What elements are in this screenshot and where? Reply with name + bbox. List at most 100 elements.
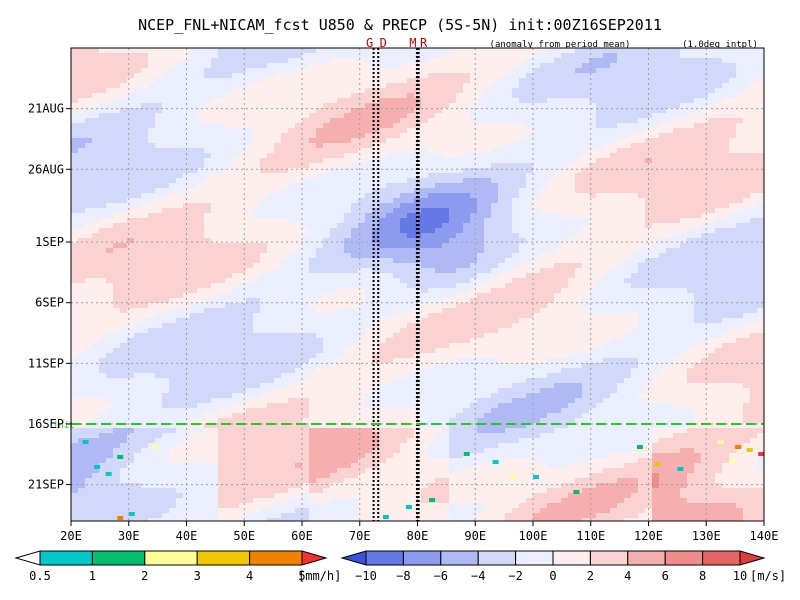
u850-cell — [687, 83, 694, 88]
u850-cell — [281, 168, 288, 173]
u850-cell — [197, 93, 204, 98]
u850-cell — [526, 103, 533, 108]
u850-cell — [603, 113, 610, 118]
u850-cell — [323, 168, 330, 173]
u850-cell — [113, 103, 120, 108]
u850-cell — [666, 248, 673, 253]
u850-cell — [274, 128, 281, 133]
u850-cell — [743, 83, 750, 88]
u850-cell — [596, 233, 603, 238]
u850-cell — [204, 53, 211, 58]
u850-cell — [701, 223, 708, 228]
u850-cell — [155, 88, 162, 93]
u850-cell — [722, 183, 729, 188]
u850-cell — [582, 253, 589, 258]
u850-cell — [204, 158, 211, 163]
u850-cell — [603, 273, 610, 278]
u850-cell — [456, 193, 463, 198]
u850-cell — [715, 223, 722, 228]
u850-cell — [162, 68, 169, 73]
u850-cell — [134, 113, 141, 118]
u850-cell — [253, 208, 260, 213]
u850-cell — [120, 83, 127, 88]
u850-cell — [680, 278, 687, 283]
u850-cell — [295, 83, 302, 88]
u850-cell — [463, 48, 470, 53]
u850-cell — [197, 193, 204, 198]
u850-cell — [127, 213, 134, 218]
u850-cell — [246, 278, 253, 283]
u850-cell — [386, 278, 393, 283]
u850-cell — [288, 258, 295, 263]
u850-cell — [680, 293, 687, 298]
u850-cell — [148, 228, 155, 233]
u850-cell — [666, 178, 673, 183]
u850-cell — [239, 88, 246, 93]
u850-cell — [547, 178, 554, 183]
u850-cell — [274, 68, 281, 73]
u850-cell — [239, 293, 246, 298]
u850-cell — [624, 133, 631, 138]
u850-cell — [617, 243, 624, 248]
u850-cell — [232, 118, 239, 123]
u850-cell — [393, 138, 400, 143]
u850-cell — [176, 163, 183, 168]
u850-cell — [435, 83, 442, 88]
u850-cell — [491, 248, 498, 253]
u850-cell — [239, 253, 246, 258]
u850-cell — [652, 243, 659, 248]
u850-cell — [78, 228, 85, 233]
u850-cell — [694, 188, 701, 193]
u850-cell — [603, 93, 610, 98]
u850-cell — [316, 153, 323, 158]
u850-cell — [351, 128, 358, 133]
u850-cell — [351, 223, 358, 228]
u850-cell — [253, 48, 260, 53]
u850-cell — [267, 198, 274, 203]
u850-cell — [253, 258, 260, 263]
u850-cell — [568, 183, 575, 188]
u850-cell — [673, 223, 680, 228]
u850-cell — [295, 283, 302, 288]
u850-cell — [750, 233, 757, 238]
u850-cell — [99, 63, 106, 68]
u850-cell — [743, 128, 750, 133]
u850-cell — [295, 248, 302, 253]
u850-cell — [120, 78, 127, 83]
u850-cell — [239, 148, 246, 153]
u850-cell — [120, 103, 127, 108]
u850-cell — [561, 143, 568, 148]
u850-cell — [225, 228, 232, 233]
u850-cell — [449, 173, 456, 178]
u850-cell — [302, 273, 309, 278]
u850-cell — [631, 78, 638, 83]
u850-cell — [323, 108, 330, 113]
u850-cell — [477, 183, 484, 188]
u850-cell — [232, 128, 239, 133]
u850-cell — [729, 153, 736, 158]
u850-cell — [92, 83, 99, 88]
u850-cell — [603, 253, 610, 258]
u850-cell — [582, 148, 589, 153]
u850-cell — [659, 273, 666, 278]
u850-cell — [680, 48, 687, 53]
u850-cell — [456, 283, 463, 288]
u850-cell — [470, 293, 477, 298]
u850-cell — [232, 178, 239, 183]
u850-cell — [421, 53, 428, 58]
u850-cell — [638, 233, 645, 238]
u850-cell — [540, 48, 547, 53]
u850-cell — [316, 178, 323, 183]
u850-cell — [232, 98, 239, 103]
u850-cell — [316, 213, 323, 218]
u850-cell — [400, 178, 407, 183]
u850-cell — [344, 73, 351, 78]
u850-cell — [120, 113, 127, 118]
u850-cell — [92, 293, 99, 298]
u850-cell — [134, 253, 141, 258]
u850-cell — [386, 113, 393, 118]
u850-cell — [120, 278, 127, 283]
u850-cell — [253, 218, 260, 223]
u850-cell — [547, 113, 554, 118]
u850-cell — [484, 288, 491, 293]
